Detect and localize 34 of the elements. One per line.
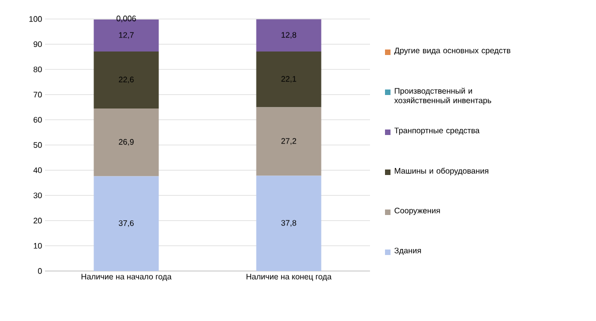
- data-label: 37,8: [281, 220, 296, 227]
- data-label: 22,1: [281, 76, 296, 83]
- y-tick-label: 90: [34, 41, 42, 48]
- legend-label: Сооружения: [394, 208, 440, 215]
- y-tick-label: 40: [33, 167, 42, 174]
- bar: [256, 19, 322, 52]
- data-label: 12,7: [119, 32, 134, 39]
- legend-label: Транпортные средства: [394, 128, 480, 135]
- x-tick-label: Наличие на конец года: [246, 274, 332, 281]
- y-tick-label: 10: [34, 242, 42, 249]
- y-tick-label: 50: [34, 142, 42, 148]
- y-tick-label: 60: [34, 116, 42, 123]
- legend-label: Другие вида основных средств: [394, 48, 510, 55]
- legend-label: Производственный и хозяйственный инвентарь: [394, 88, 492, 105]
- legend-label: Машины и оборудования: [394, 168, 488, 176]
- y-tick-label: 0: [38, 268, 42, 274]
- bar: [94, 108, 159, 176]
- bar: [256, 52, 322, 108]
- y-tick-label: 30: [34, 192, 42, 198]
- bar: [94, 52, 159, 108]
- bar: [256, 176, 322, 271]
- legend-label: Здания: [394, 248, 421, 255]
- y-tick-label: 80: [34, 66, 42, 72]
- x-tick-label: Наличие на начало года: [82, 274, 172, 281]
- data-label: 27,2: [281, 138, 296, 145]
- y-tick-label: 70: [34, 92, 42, 98]
- data-label: 12,8: [282, 32, 296, 39]
- data-label: 37,6: [118, 220, 134, 227]
- data-label: 26,9: [118, 139, 134, 146]
- data-label: 22,6: [118, 76, 134, 84]
- y-tick-label: 100: [29, 16, 42, 22]
- bar: [256, 107, 322, 176]
- bar: [94, 176, 159, 271]
- y-tick-label: 20: [34, 218, 42, 224]
